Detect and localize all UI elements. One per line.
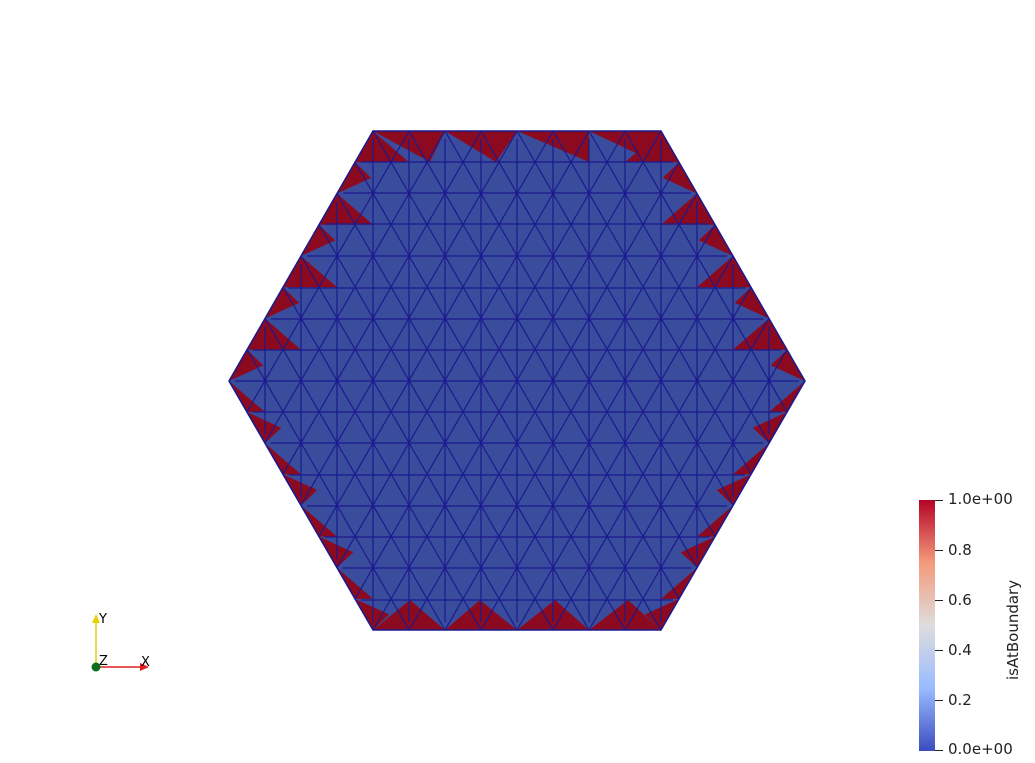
boundary-cell: [734, 287, 769, 319]
boundary-cell: [355, 598, 390, 630]
colorbar-ticks: [935, 500, 945, 751]
boundary-cell: [733, 443, 769, 475]
y-axis-arrow-head: [92, 614, 100, 623]
colorbar-title-text: isAtBoundary: [1004, 579, 1022, 680]
y-axis-label: Y: [99, 612, 107, 627]
boundary-cell: [247, 412, 282, 444]
mesh-edge: [300, 131, 590, 630]
colorbar-gradient: [919, 500, 935, 751]
boundary-cell: [265, 443, 301, 475]
mesh-edge: [229, 131, 446, 630]
boundary-cell: [644, 598, 679, 630]
mesh-edges: [229, 131, 805, 630]
boundary-cell: [680, 536, 715, 568]
colorbar-tick-label: 1.0e+00: [948, 490, 1013, 508]
boundary-cell: [769, 381, 805, 413]
mesh-edge: [336, 131, 626, 630]
colorbar-tick-label: 0.0e+00: [948, 740, 1013, 758]
mesh-edge: [229, 131, 410, 630]
boundary-cell: [697, 505, 733, 537]
colorbar-tick-label: 0.8: [948, 541, 972, 559]
boundary-cell: [716, 474, 751, 506]
mesh-edge: [624, 131, 805, 630]
boundary-cell: [770, 349, 805, 381]
colorbar: [919, 500, 943, 751]
boundary-cell: [283, 474, 318, 506]
boundary-cell: [337, 567, 373, 599]
mesh-edge: [372, 131, 662, 630]
boundary-cell: [337, 162, 372, 194]
orientation-axes: [91, 614, 149, 672]
boundary-cell: [319, 536, 354, 568]
x-axis-label: X: [141, 655, 150, 670]
boundary-cell: [301, 505, 337, 537]
boundary-cell: [229, 349, 264, 381]
boundary-cell: [662, 162, 697, 194]
mesh-edge: [408, 131, 698, 630]
boundary-cell: [265, 287, 300, 319]
boundary-cell: [698, 224, 733, 256]
z-axis-dot-icon: [91, 662, 101, 672]
colorbar-tick-label: 0.6: [948, 591, 972, 609]
boundary-cell: [229, 381, 265, 413]
mesh-edge: [444, 131, 734, 630]
x-axis-arrow-head: [140, 663, 149, 671]
colorbar-tick-label: 0.2: [948, 691, 972, 709]
boundary-cell: [301, 224, 336, 256]
z-axis-label: Z: [99, 654, 108, 669]
hexagon-outline: [228, 130, 806, 631]
mesh-edge: [588, 131, 805, 630]
boundary-cell: [661, 567, 697, 599]
colorbar-tick-label: 0.4: [948, 641, 972, 659]
boundary-cell: [752, 412, 787, 444]
